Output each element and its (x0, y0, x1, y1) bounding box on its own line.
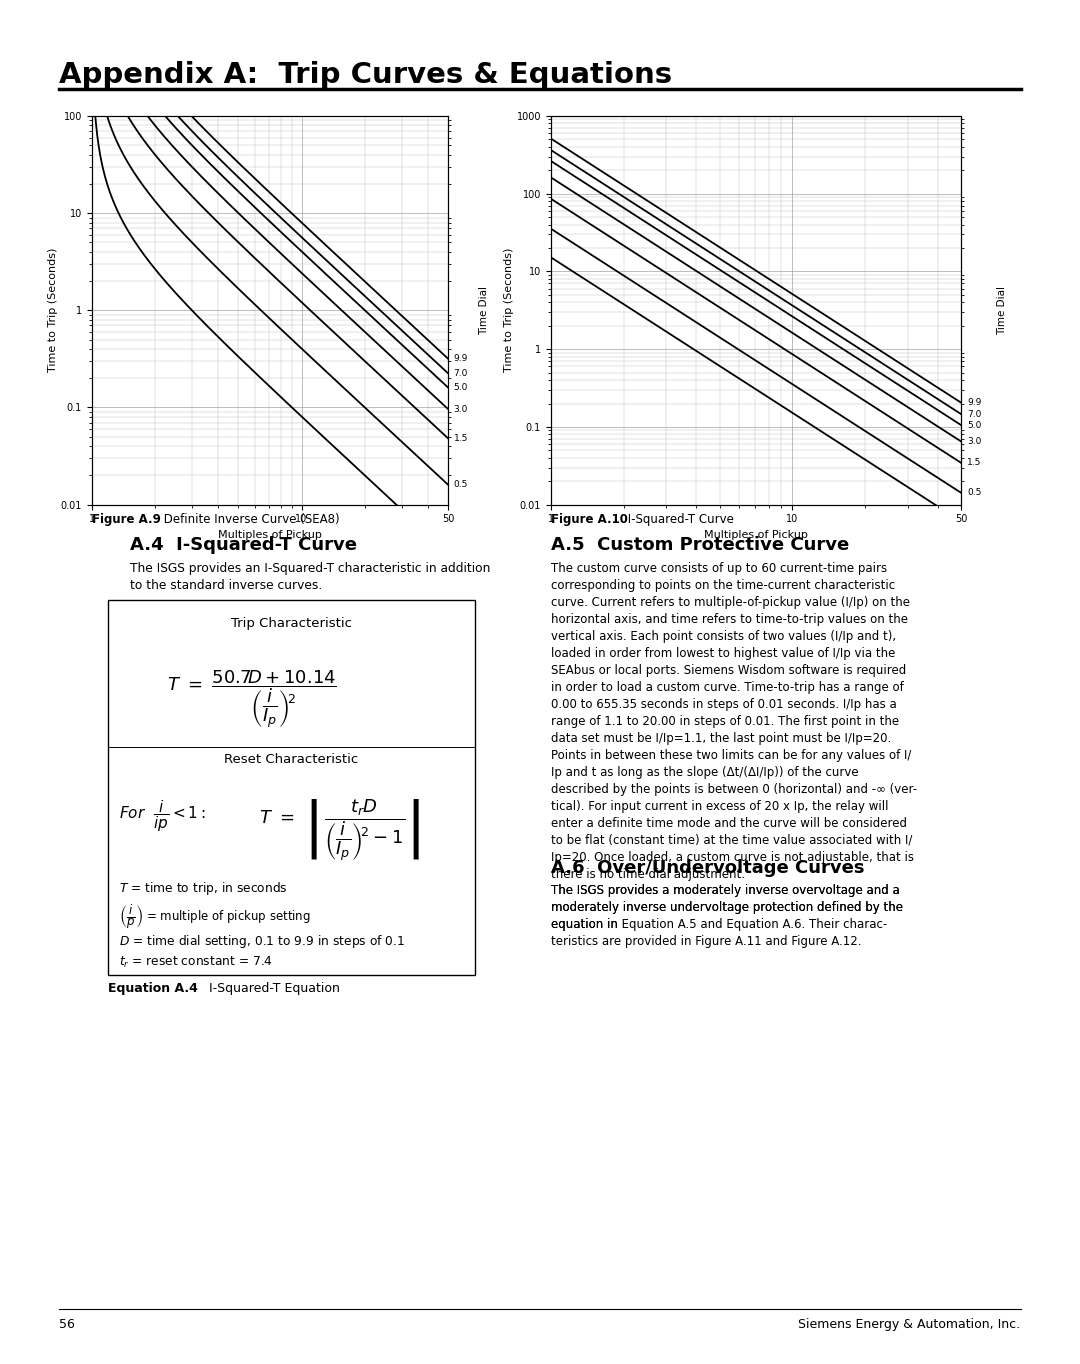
Text: Figure A.9: Figure A.9 (92, 513, 161, 527)
Text: Equation A.4: Equation A.4 (108, 982, 198, 996)
Text: 1.5: 1.5 (454, 434, 468, 443)
Text: 0.5: 0.5 (968, 488, 982, 498)
Text: $\mathit{For}\ \ \dfrac{i}{ip} < 1{:}$: $\mathit{For}\ \ \dfrac{i}{ip} < 1{:}$ (119, 798, 205, 833)
Y-axis label: Time to Trip (Seconds): Time to Trip (Seconds) (503, 248, 514, 372)
Text: Appendix A:  Trip Curves & Equations: Appendix A: Trip Curves & Equations (59, 61, 673, 90)
X-axis label: Multiples of Pickup: Multiples of Pickup (704, 531, 808, 540)
Text: $T$ = time to trip, in seconds: $T$ = time to trip, in seconds (119, 880, 287, 896)
Text: Trip Characteristic: Trip Characteristic (231, 617, 352, 630)
Text: $\left(\dfrac{i}{p}\right)$ = multiple of pickup setting: $\left(\dfrac{i}{p}\right)$ = multiple o… (119, 903, 311, 930)
Text: Reset Characteristic: Reset Characteristic (225, 753, 359, 767)
Text: Time Dial: Time Dial (997, 286, 1008, 334)
Text: $t_r$ = reset constant = 7.4: $t_r$ = reset constant = 7.4 (119, 955, 273, 970)
Text: 1.5: 1.5 (968, 458, 982, 468)
Text: A.5  Custom Protective Curve: A.5 Custom Protective Curve (551, 536, 849, 554)
Text: A.6  Over/Undervoltage Curves: A.6 Over/Undervoltage Curves (551, 859, 864, 877)
Text: 5.0: 5.0 (454, 383, 468, 391)
Text: The custom curve consists of up to 60 current-time pairs
corresponding to points: The custom curve consists of up to 60 cu… (551, 562, 917, 881)
Text: 7.0: 7.0 (454, 368, 468, 378)
Text: $D$ = time dial setting, 0.1 to 9.9 in steps of 0.1: $D$ = time dial setting, 0.1 to 9.9 in s… (119, 933, 405, 949)
Text: 3.0: 3.0 (454, 405, 468, 413)
Text: Definite Inverse Curve (SEA8): Definite Inverse Curve (SEA8) (160, 513, 339, 527)
Text: Figure A.10: Figure A.10 (551, 513, 627, 527)
Text: The ISGS provides an I-Squared-T characteristic in addition
to the standard inve: The ISGS provides an I-Squared-T charact… (130, 562, 490, 592)
Text: I-Squared-T Equation: I-Squared-T Equation (205, 982, 340, 996)
Text: Siemens Energy & Automation, Inc.: Siemens Energy & Automation, Inc. (798, 1318, 1021, 1331)
Text: I-Squared-T Curve: I-Squared-T Curve (624, 513, 734, 527)
Text: The ISGS provides a moderately inverse overvoltage and a
moderately inverse unde: The ISGS provides a moderately inverse o… (551, 884, 903, 930)
Text: 3.0: 3.0 (968, 436, 982, 446)
Text: $T\ =\ \dfrac{50.7D + 10.14}{\left(\dfrac{i}{I_p}\right)^{\!2}}$: $T\ =\ \dfrac{50.7D + 10.14}{\left(\dfra… (167, 668, 337, 730)
X-axis label: Multiples of Pickup: Multiples of Pickup (218, 531, 322, 540)
Text: $T\ =\ \left|\dfrac{t_r D}{\left(\dfrac{i}{I_p}\right)^{\!2} - 1}\right|$: $T\ =\ \left|\dfrac{t_r D}{\left(\dfrac{… (259, 798, 420, 863)
Text: 0.5: 0.5 (454, 480, 468, 490)
Text: A.4  I-Squared-T Curve: A.4 I-Squared-T Curve (130, 536, 356, 554)
Text: 9.9: 9.9 (454, 355, 468, 363)
Text: 5.0: 5.0 (968, 420, 982, 430)
Text: 7.0: 7.0 (968, 409, 982, 419)
Text: 56: 56 (59, 1318, 76, 1331)
Text: Time Dial: Time Dial (478, 286, 489, 334)
Y-axis label: Time to Trip (Seconds): Time to Trip (Seconds) (48, 248, 58, 372)
Text: 9.9: 9.9 (968, 398, 982, 408)
Text: The ISGS provides a moderately inverse overvoltage and a
moderately inverse unde: The ISGS provides a moderately inverse o… (551, 884, 903, 948)
Text: A: A (76, 550, 99, 580)
